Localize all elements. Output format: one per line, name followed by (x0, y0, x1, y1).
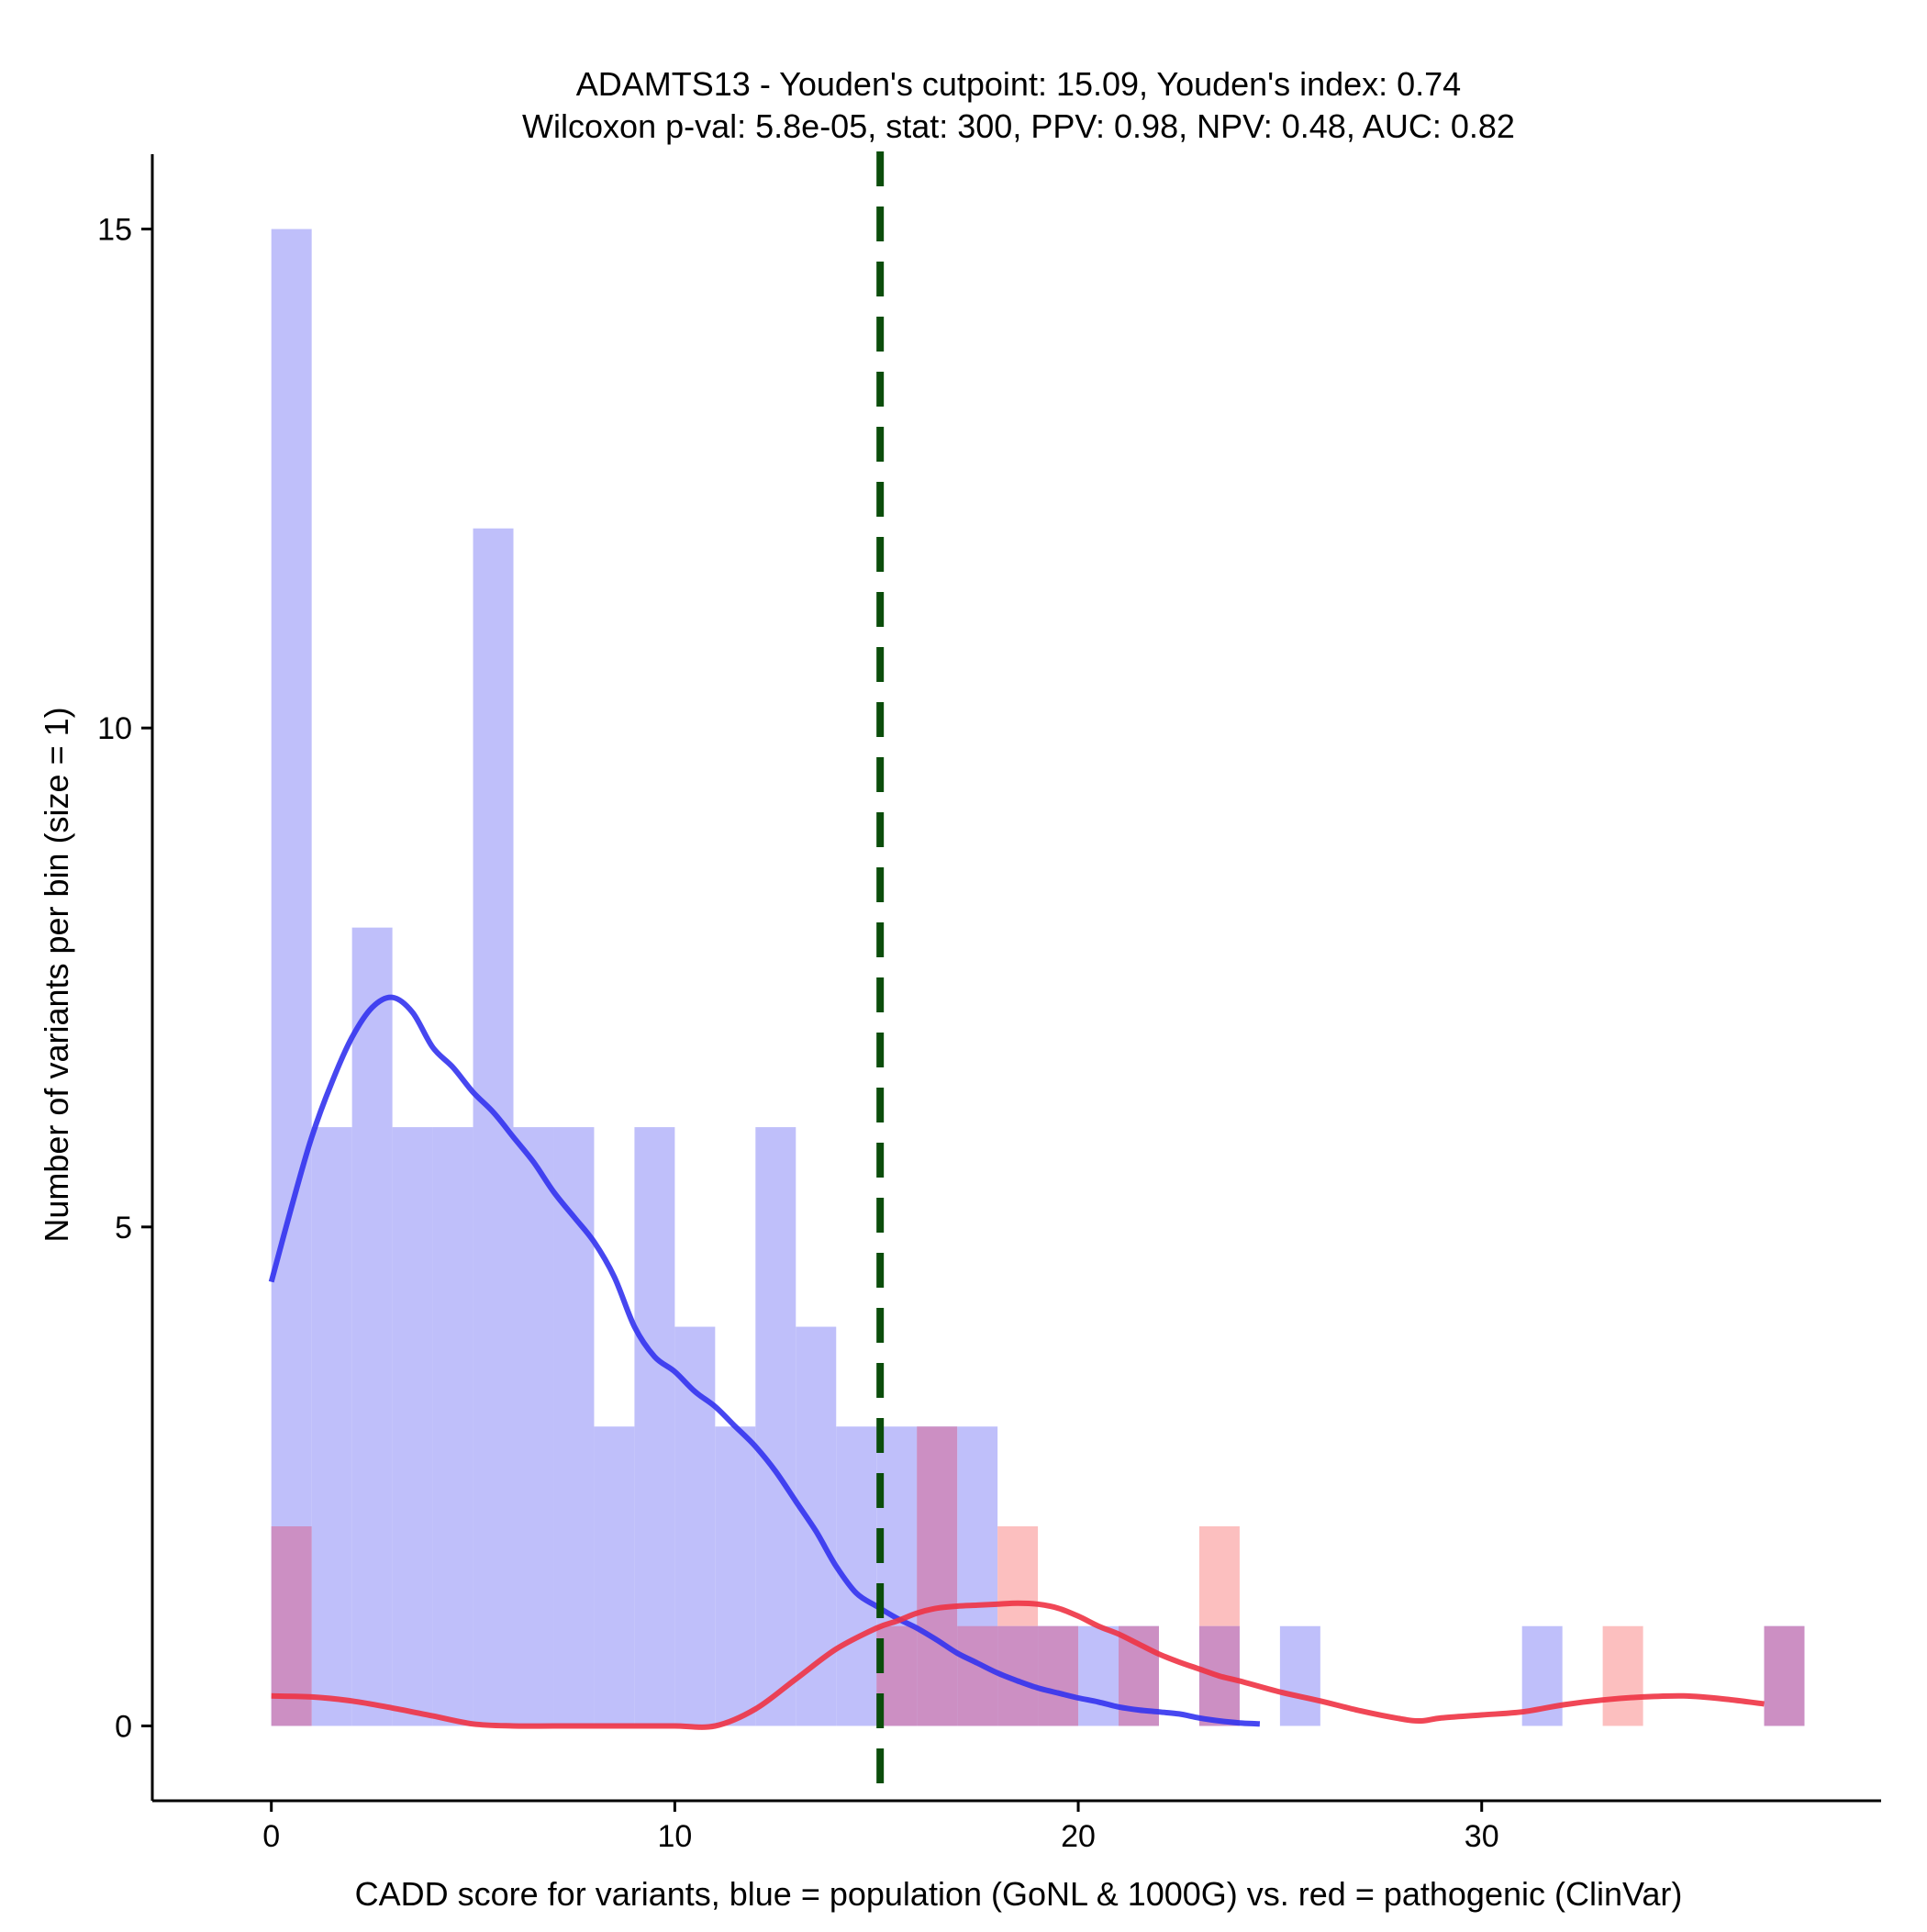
population-bar (271, 229, 312, 1726)
population-bar (351, 927, 393, 1726)
y-tick-label: 0 (115, 1709, 132, 1744)
y-axis-title: Number of variants per bin (size = 1) (38, 707, 75, 1242)
population-bar (432, 1127, 473, 1726)
pathogenic-density-curve (271, 1600, 1765, 1730)
overlap-bar (917, 1426, 958, 1726)
x-tick-label: 10 (657, 1819, 692, 1854)
y-tick-label: 10 (97, 711, 132, 746)
x-tick-label: 0 (262, 1819, 280, 1854)
pathogenic-bars (997, 1526, 1643, 1726)
pathogenic-bar (1198, 1526, 1240, 1626)
population-bar (392, 1127, 433, 1726)
population-bar (553, 1127, 595, 1726)
x-axis-title: CADD score for variants, blue = populati… (355, 1875, 1683, 1913)
population-density-curve (268, 994, 1261, 1727)
pathogenic-bar (1602, 1625, 1643, 1726)
x-tick-label: 20 (1061, 1819, 1096, 1854)
population-bar (715, 1426, 756, 1726)
population-bar (311, 1127, 352, 1726)
chart-title: ADAMTS13 - Youden's cutpoint: 15.09, You… (576, 65, 1461, 103)
population-bar (674, 1326, 716, 1726)
overlap-bar (957, 1625, 998, 1726)
overlap-bars (271, 1426, 1805, 1726)
y-tick-label: 15 (97, 213, 132, 248)
overlap-bar (1764, 1625, 1805, 1726)
overlap-bar (1038, 1625, 1079, 1726)
chart-subtitle: Wilcoxon p-val: 5.8e-05, stat: 300, PPV:… (522, 107, 1515, 145)
x-tick-label: 30 (1465, 1819, 1499, 1854)
population-bar (1078, 1625, 1119, 1726)
x-axis-ticks: 0 10 20 30 (262, 1801, 1499, 1854)
y-tick-label: 5 (115, 1211, 132, 1245)
overlap-bar (271, 1526, 312, 1726)
population-bar (634, 1127, 675, 1726)
population-bar (755, 1127, 796, 1726)
population-bar (513, 1127, 554, 1726)
pathogenic-bar (997, 1526, 1039, 1626)
population-bar (594, 1426, 635, 1726)
population-bar (1279, 1625, 1320, 1726)
y-axis-ticks: 0 5 10 15 (97, 213, 152, 1744)
population-bars (271, 229, 1805, 1726)
